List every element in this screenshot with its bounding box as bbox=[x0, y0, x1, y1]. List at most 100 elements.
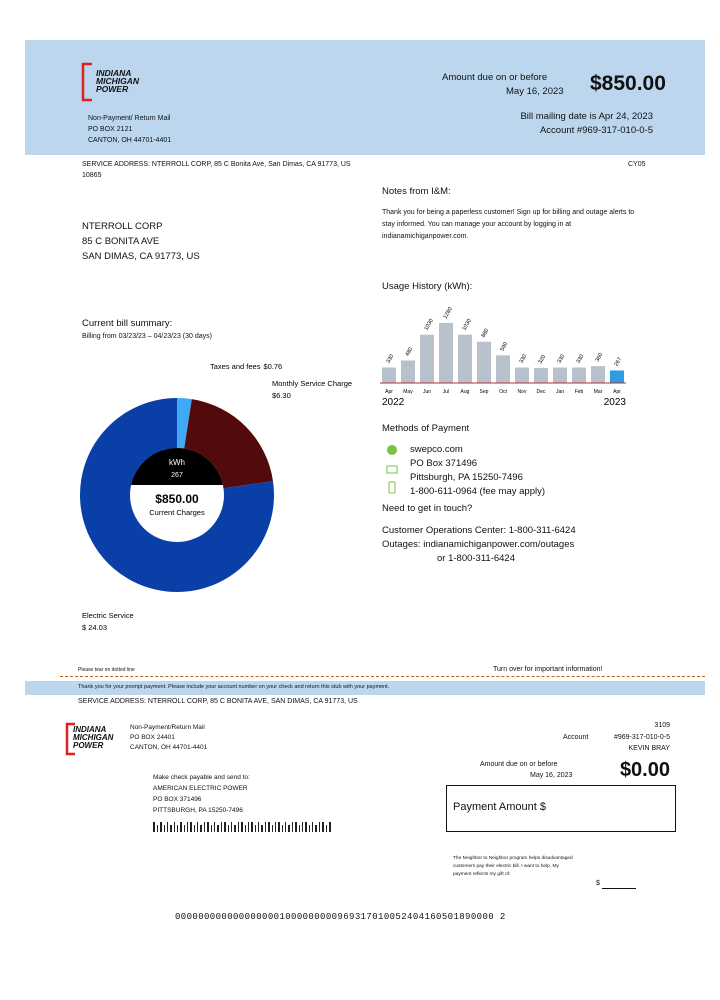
bar bbox=[477, 341, 491, 383]
text: or 1-800-311-6424 bbox=[437, 553, 515, 564]
payment-box: Payment Amount $ bbox=[446, 785, 676, 832]
center-usage: 267 bbox=[171, 472, 183, 479]
logo: INDIANA MICHIGAN POWER bbox=[73, 726, 113, 750]
text: NTERROLL CORP bbox=[82, 221, 163, 232]
logo-line: INDIANA bbox=[96, 68, 132, 78]
text: CY05 bbox=[628, 161, 646, 168]
x-tick-label: Nov bbox=[518, 389, 527, 395]
x-tick-label: Mar bbox=[594, 389, 603, 395]
bar bbox=[439, 323, 453, 383]
return-address: Non-Payment/ Return Mail PO BOX 2121 CANTO… bbox=[88, 113, 171, 146]
text: 3109 bbox=[654, 722, 670, 729]
pie-hole-cap bbox=[131, 448, 223, 485]
text: #969-317-010-0-5 bbox=[613, 734, 670, 741]
text: Amount due on or before bbox=[442, 72, 548, 83]
contact: Customer Operations Center: 1-800-311-64… bbox=[382, 524, 576, 566]
text: Make check payable and send to: bbox=[153, 774, 250, 781]
data-label: 480 bbox=[405, 347, 415, 358]
customer: NTERROLL CORP 85 C BONITA AVE SAN DIMAS, C… bbox=[82, 219, 200, 264]
x-tick-label: Apr bbox=[613, 389, 621, 395]
text: SERVICE ADDRESS: NTERROLL CORP, 85 C Bon… bbox=[82, 161, 351, 168]
logo-line: MICHIGAN bbox=[96, 76, 139, 86]
text: PO BOX 2121 bbox=[88, 126, 133, 133]
slice-value: $0.76 bbox=[263, 362, 282, 371]
center-unit: kWh bbox=[169, 458, 185, 467]
text: SERVICE ADDRESS: NTERROLL CORP, 85 C BON… bbox=[78, 698, 358, 705]
text: Non-Payment/ Return Mail bbox=[88, 115, 171, 122]
stub-band bbox=[25, 681, 705, 695]
text: Notes from I&M: bbox=[382, 186, 451, 197]
bar bbox=[591, 366, 605, 383]
text: PITTSBURGH, PA 15250-7496 bbox=[153, 807, 243, 814]
bar bbox=[515, 367, 529, 383]
text: Account #969-317-010-0-5 bbox=[539, 125, 653, 136]
text: The Neighbor to Neighbor program helps d… bbox=[453, 856, 573, 877]
payment-lines: swepco.com PO Box 371496 Pittsburgh, PA 15… bbox=[410, 443, 545, 499]
x-tick-label: Apr bbox=[385, 389, 393, 395]
x-tick-label: Jun bbox=[423, 389, 431, 395]
text: 10865 bbox=[82, 172, 102, 179]
slice-label: Electric Service $ 24.03 bbox=[82, 611, 134, 632]
text: AMERICAN ELECTRIC POWER bbox=[153, 785, 248, 792]
x-tick-label: Dec bbox=[537, 389, 546, 395]
text: 1-800-611-0964 (fee may apply) bbox=[410, 486, 546, 497]
logo: INDIANA MICHIGAN POWER bbox=[96, 68, 139, 94]
chart-title: Usage History (kWh): bbox=[382, 281, 473, 292]
logo-line: INDIANA bbox=[73, 725, 107, 734]
bar bbox=[382, 367, 396, 383]
text: Billing from 03/23/23 – 04/23/23 (30 day… bbox=[82, 333, 212, 340]
data-label: 330 bbox=[386, 354, 396, 365]
data-label: 360 bbox=[595, 352, 605, 363]
text: May 16, 2023 bbox=[506, 86, 564, 97]
x-tick-label: Sep bbox=[480, 389, 489, 395]
text: Amount due on or before bbox=[480, 761, 558, 768]
text: PO Box 371496 bbox=[410, 458, 478, 469]
data-label: 590 bbox=[500, 341, 510, 352]
barcode bbox=[153, 822, 331, 832]
header-band bbox=[25, 40, 705, 155]
logo-line: MICHIGAN bbox=[73, 733, 114, 742]
bar bbox=[553, 367, 567, 383]
text: Outages: indianamichiganpower.com/outage… bbox=[382, 539, 575, 550]
total-label: Current Charges bbox=[149, 508, 205, 517]
text: Pittsburgh, PA 15250-7496 bbox=[410, 472, 523, 483]
text: $ bbox=[596, 880, 600, 887]
data-label: 880 bbox=[481, 328, 491, 339]
bar bbox=[420, 334, 434, 383]
amount-due: $850.00 bbox=[590, 72, 666, 95]
bar bbox=[610, 370, 624, 383]
text: Account bbox=[563, 734, 589, 741]
data-label: 320 bbox=[538, 354, 548, 365]
x-tick-label: Oct bbox=[499, 389, 507, 395]
data-label: 267 bbox=[614, 357, 624, 368]
scanline: 0000000000000000001000000000969317010052… bbox=[175, 912, 506, 922]
text: PO BOX 24401 bbox=[130, 734, 175, 741]
x-tick-label: Jan bbox=[556, 389, 564, 395]
data-label: 330 bbox=[519, 354, 529, 365]
text: May 16, 2023 bbox=[530, 772, 573, 779]
text: Please tear on dotted line bbox=[78, 667, 135, 673]
text: 85 C BONITA AVE bbox=[82, 236, 160, 247]
tear-line bbox=[60, 676, 705, 677]
slice-name: Electric Service bbox=[82, 611, 134, 620]
data-label: 1280 bbox=[443, 306, 454, 320]
text: Thank you for your prompt payment. Pleas… bbox=[78, 684, 390, 690]
slice-value: $6.30 bbox=[272, 391, 291, 400]
text: Bill mailing date is Apr 24, 2023 bbox=[520, 111, 653, 122]
slice-name: Monthly Service Charge bbox=[272, 379, 352, 388]
bar bbox=[496, 355, 510, 383]
text: Need to get in touch? bbox=[382, 503, 473, 514]
bar bbox=[534, 368, 548, 383]
total: $850.00 bbox=[155, 492, 199, 506]
year-label: 2023 bbox=[604, 397, 627, 408]
stub-amount: $0.00 bbox=[619, 759, 670, 781]
stub-return: Non-Payment/Return Mail PO BOX 24401 CANTO… bbox=[130, 723, 207, 753]
slice-value: $ 24.03 bbox=[82, 623, 107, 632]
text: Payment Amount $ bbox=[453, 801, 546, 813]
bar bbox=[458, 334, 472, 383]
text: Methods of Payment bbox=[382, 423, 470, 434]
text: CANTON, OH 44701-4401 bbox=[88, 137, 172, 144]
text: PO BOX 371496 bbox=[153, 796, 202, 803]
text: CANTON, OH 44701-4401 bbox=[130, 744, 208, 751]
payment-icons bbox=[386, 445, 398, 494]
